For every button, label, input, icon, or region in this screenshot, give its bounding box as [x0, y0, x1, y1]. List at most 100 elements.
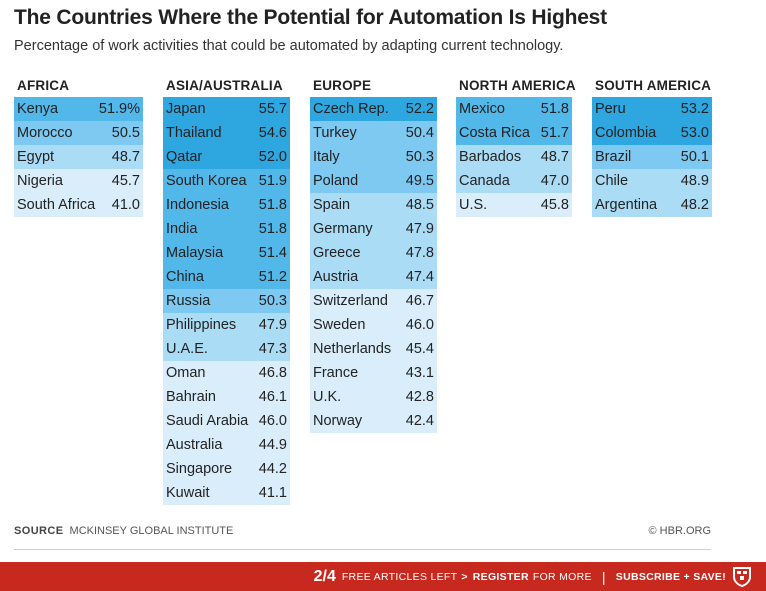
- country-name: South Africa: [17, 197, 96, 213]
- region-rows: Kenya 51.9% Morocco 50.5 Egypt 48.7 Nigeria 45.…: [14, 97, 143, 217]
- automation-value: 47.8: [405, 245, 434, 261]
- source-text: MCKINSEY GLOBAL INSTITUTE: [69, 525, 234, 537]
- region-rows: Mexico 51.8 Costa Rica 51.7 Barbados 48.7 Cana…: [456, 97, 572, 217]
- article-meter-bar: 2/4 FREE ARTICLES LEFT > REGISTER FOR MO…: [0, 562, 766, 591]
- country-row-peru: Peru 53.2: [592, 97, 712, 121]
- region-header: NORTH AMERICA: [459, 78, 576, 93]
- country-name: Brazil: [595, 149, 632, 165]
- hbr-shield-icon: [733, 567, 751, 587]
- footer-divider: [14, 549, 711, 550]
- country-name: Norway: [313, 413, 363, 429]
- country-name: Germany: [313, 221, 373, 237]
- country-row-greece: Greece 47.8: [310, 241, 437, 265]
- automation-value: 48.2: [680, 197, 709, 213]
- automation-value: 48.7: [540, 149, 569, 165]
- country-name: Chile: [595, 173, 629, 189]
- region-header: SOUTH AMERICA: [595, 78, 712, 93]
- country-row-singapore: Singapore 44.2: [163, 457, 290, 481]
- chart-subtitle: Percentage of work activities that could…: [14, 38, 564, 54]
- automation-value: 51.4: [258, 245, 287, 261]
- country-name: Thailand: [166, 125, 222, 141]
- country-name: Poland: [313, 173, 359, 189]
- subscribe-link[interactable]: SUBSCRIBE + SAVE!: [615, 570, 726, 583]
- automation-value: 46.7: [405, 293, 434, 309]
- country-row-turkey: Turkey 50.4: [310, 121, 437, 145]
- automation-value: 46.8: [258, 365, 287, 381]
- country-name: Canada: [459, 173, 510, 189]
- country-row-qatar: Qatar 52.0: [163, 145, 290, 169]
- country-row-norway: Norway 42.4: [310, 409, 437, 433]
- automation-value: 44.2: [258, 461, 287, 477]
- country-row-south-korea: South Korea 51.9: [163, 169, 290, 193]
- country-name: Japan: [166, 101, 206, 117]
- country-name: Colombia: [595, 125, 657, 141]
- automation-value: 55.7: [258, 101, 287, 117]
- country-row-czech-rep: Czech Rep. 52.2: [310, 97, 437, 121]
- country-name: Spain: [313, 197, 351, 213]
- automation-value: 47.9: [405, 221, 434, 237]
- automation-value: 51.8: [258, 221, 287, 237]
- country-name: Greece: [313, 245, 361, 261]
- country-row-egypt: Egypt 48.7: [14, 145, 143, 169]
- country-row-costa-rica: Costa Rica 51.7: [456, 121, 572, 145]
- region-rows: Peru 53.2 Colombia 53.0 Brazil 50.1 Chile 48.9 A…: [592, 97, 712, 217]
- country-name: Czech Rep.: [313, 101, 389, 117]
- country-name: Costa Rica: [459, 125, 530, 141]
- country-name: Bahrain: [166, 389, 216, 405]
- country-row-france: France 43.1: [310, 361, 437, 385]
- country-name: Barbados: [459, 149, 522, 165]
- automation-value: 47.4: [405, 269, 434, 285]
- country-name: Turkey: [313, 125, 357, 141]
- country-row-barbados: Barbados 48.7: [456, 145, 572, 169]
- register-link[interactable]: REGISTER: [472, 570, 529, 583]
- country-name: Malaysia: [166, 245, 224, 261]
- region-column-africa: AFRICA Kenya 51.9% Morocco 50.5 Egypt 48.7 Nig…: [14, 78, 143, 217]
- country-name: France: [313, 365, 359, 381]
- country-name: Indonesia: [166, 197, 229, 213]
- country-row-saudi-arabia: Saudi Arabia 46.0: [163, 409, 290, 433]
- region-column-asia-australia: ASIA/AUSTRALIA Japan 55.7 Thailand 54.6 Qata…: [163, 78, 290, 505]
- country-name: U.A.E.: [166, 341, 208, 357]
- article-count: 2/4: [313, 567, 336, 585]
- country-row-indonesia: Indonesia 51.8: [163, 193, 290, 217]
- region-column-europe: EUROPE Czech Rep. 52.2 Turkey 50.4 Italy 50.3…: [310, 78, 437, 433]
- region-header: ASIA/AUSTRALIA: [166, 78, 283, 93]
- country-row-china: China 51.2: [163, 265, 290, 289]
- country-row-japan: Japan 55.7: [163, 97, 290, 121]
- country-row-kenya: Kenya 51.9%: [14, 97, 143, 121]
- country-name: Australia: [166, 437, 223, 453]
- country-name: China: [166, 269, 204, 285]
- country-row-austria: Austria 47.4: [310, 265, 437, 289]
- country-name: Netherlands: [313, 341, 392, 357]
- chevron-right-icon: >: [461, 570, 468, 583]
- automation-value: 48.9: [680, 173, 709, 189]
- country-name: Austria: [313, 269, 359, 285]
- country-row-chile: Chile 48.9: [592, 169, 712, 193]
- country-name: Russia: [166, 293, 211, 309]
- automation-value: 47.0: [540, 173, 569, 189]
- country-row-brazil: Brazil 50.1: [592, 145, 712, 169]
- automation-value: 43.1: [405, 365, 434, 381]
- country-row-spain: Spain 48.5: [310, 193, 437, 217]
- country-row-mexico: Mexico 51.8: [456, 97, 572, 121]
- automation-value: 51.9%: [98, 101, 140, 117]
- country-name: Kenya: [17, 101, 59, 117]
- country-name: Morocco: [17, 125, 73, 141]
- country-name: Kuwait: [166, 485, 210, 501]
- automation-value: 42.8: [405, 389, 434, 405]
- automation-value: 48.5: [405, 197, 434, 213]
- automation-value: 51.9: [258, 173, 287, 189]
- country-row-nigeria: Nigeria 45.7: [14, 169, 143, 193]
- country-name: Nigeria: [17, 173, 63, 189]
- automation-value: 52.0: [258, 149, 287, 165]
- region-column-south-america: SOUTH AMERICA Peru 53.2 Colombia 53.0 Brazil…: [592, 78, 712, 217]
- country-row-malaysia: Malaysia 51.4: [163, 241, 290, 265]
- country-name: India: [166, 221, 198, 237]
- automation-value: 45.4: [405, 341, 434, 357]
- country-row-sweden: Sweden 46.0: [310, 313, 437, 337]
- region-header: AFRICA: [17, 78, 70, 93]
- country-row-germany: Germany 47.9: [310, 217, 437, 241]
- automation-value: 49.5: [405, 173, 434, 189]
- country-name: Singapore: [166, 461, 233, 477]
- country-name: Qatar: [166, 149, 203, 165]
